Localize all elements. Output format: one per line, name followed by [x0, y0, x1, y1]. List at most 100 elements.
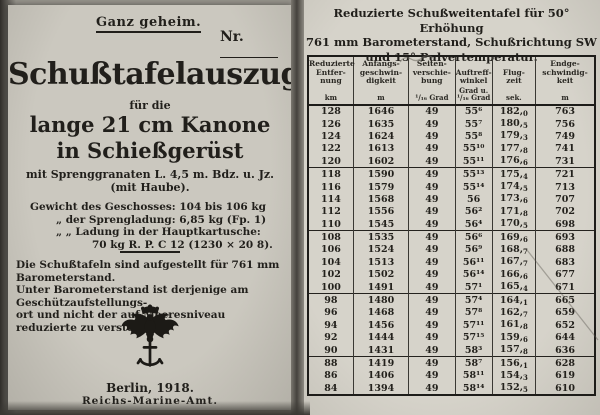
cell-endgeschwindigkeit: 671	[535, 280, 595, 294]
cell-reduzierte-entfernung: 126	[320, 118, 341, 130]
cell-auftreffwinkel: 56¹¹	[454, 256, 493, 269]
table-row: 86 1406 49 58¹¹ 154,3 619	[308, 369, 595, 383]
cell-anfangsgeschwindigkeit: 1419	[352, 356, 409, 370]
classification-stamp: Ganz geheim.	[96, 15, 202, 33]
range-table-wrap: Reduzierte Entfer-nung Anfangs-geschwin-di…	[307, 55, 596, 397]
nr-blank-line	[220, 45, 278, 58]
cell-endgeschwindigkeit: 677	[535, 268, 595, 281]
cell-flugzeit: 180,5	[491, 117, 536, 131]
table-row: 108 1535 49 56⁶ 169,6 693	[308, 230, 595, 244]
cell-reduzierte-entfernung: 110	[320, 218, 341, 230]
cell-endgeschwindigkeit: 652	[535, 319, 595, 332]
cell-endgeschwindigkeit: 756	[535, 117, 595, 131]
nr-label: Nr.	[220, 29, 244, 45]
table-row: 104 1513 49 56¹¹ 167,7 683	[308, 256, 595, 269]
subtitle-kanone: lange 21 cm Kanone	[29, 112, 271, 137]
subtitle-fuer-die: für die	[129, 99, 171, 112]
table-row: 84 1394 49 58¹⁴ 152,5 610	[308, 382, 595, 396]
cell-anfangsgeschwindigkeit: 1556	[352, 205, 409, 219]
cell-flugzeit: 159,6	[491, 331, 536, 344]
table-row: 94 1456 49 57¹¹ 161,8 652	[308, 319, 595, 332]
col-unit-seitenverschiebung: ¹/₁₆ Grad	[408, 85, 455, 106]
cell-flugzeit: 164,1	[491, 293, 536, 307]
cell-auftreffwinkel: 56⁶	[454, 230, 493, 244]
cell-reduzierte-entfernung: 88	[324, 358, 338, 369]
cell-auftreffwinkel: 55⁸	[454, 130, 493, 143]
cell-anfangsgeschwindigkeit: 1480	[352, 293, 409, 307]
table-row: 88 1419 49 58⁷ 156,1 628	[308, 356, 595, 370]
col-header-anfangsgeschwindigkeit: Anfangs-geschwin-digkeit	[352, 56, 409, 86]
cell-auftreffwinkel: 57¹⁵	[454, 331, 493, 344]
table-row: 118 1590 49 55¹³ 175,4 721	[308, 167, 595, 181]
cell-endgeschwindigkeit: 693	[535, 230, 595, 244]
table-row: 106 1524 49 56⁹ 168,7 688	[308, 243, 595, 257]
weight-line: „ der Sprengladung: 6,85 kg (Fp. 1)	[56, 213, 267, 226]
cell-flugzeit: 182,0	[491, 104, 536, 118]
col-header-flugzeit: Flug-zeit	[491, 56, 536, 86]
cell-seitenverschiebung: 49	[408, 293, 455, 307]
cell-seitenverschiebung: 49	[408, 155, 455, 168]
cell-seitenverschiebung: 49	[408, 193, 455, 206]
cell-endgeschwindigkeit: 707	[535, 193, 595, 206]
cell-flugzeit: 176,6	[491, 155, 536, 168]
cell-reduzierte-entfernung: 116	[320, 181, 341, 193]
cell-auftreffwinkel: 57¹	[454, 280, 493, 294]
imperial-eagle-anchor-emblem	[121, 304, 179, 367]
cell-endgeschwindigkeit: 619	[535, 369, 595, 383]
cell-endgeschwindigkeit: 698	[535, 218, 595, 231]
cell-endgeschwindigkeit: 763	[535, 104, 595, 118]
cell-anfangsgeschwindigkeit: 1602	[352, 155, 409, 168]
cell-flugzeit: 154,3	[491, 369, 536, 383]
cover-page: Ganz geheim. Nr. Schußtafelauszug für di…	[8, 5, 302, 410]
cell-auftreffwinkel: 56⁴	[454, 218, 493, 231]
col-unit-anfangsgeschwindigkeit: m	[352, 85, 409, 106]
nr-field: Nr.	[220, 29, 292, 62]
cell-seitenverschiebung: 49	[408, 205, 455, 219]
cell-endgeschwindigkeit: 688	[535, 243, 595, 257]
cell-auftreffwinkel: 58³	[454, 343, 493, 357]
cell-flugzeit: 170,5	[491, 218, 536, 231]
range-table: Reduzierte Entfer-nung Anfangs-geschwin-di…	[307, 55, 596, 397]
cell-reduzierte-entfernung: 86	[324, 370, 338, 382]
row-group: 118 1590 49 55¹³ 175,4 721 116 1579 49 55¹⁴ 174,5 7…	[308, 167, 595, 231]
table-row: 112 1556 49 56² 171,8 702	[308, 205, 595, 219]
cell-reduzierte-entfernung: 98	[324, 295, 338, 307]
cell-anfangsgeschwindigkeit: 1579	[352, 180, 409, 194]
place-date: Berlin, 1918.	[106, 381, 194, 395]
cell-endgeschwindigkeit: 636	[535, 343, 595, 357]
cell-reduzierte-entfernung: 92	[324, 332, 338, 344]
col-unit-reduzierte-entfernung: km	[308, 85, 354, 106]
cell-flugzeit: 157,8	[491, 343, 536, 357]
cell-auftreffwinkel: 56	[454, 193, 493, 206]
col-header-reduzierte-entfernung: Reduzierte Entfer-nung	[309, 59, 355, 85]
cell-endgeschwindigkeit: 713	[535, 180, 595, 194]
cell-anfangsgeschwindigkeit: 1635	[352, 117, 409, 131]
ammo-line-1: mit Sprenggranaten L. 4,5 m. Bdz. u. Jz.	[26, 168, 274, 181]
table-title-line: Reduzierte Schußweitentafel für 50° Erhö…	[333, 6, 570, 35]
cell-seitenverschiebung: 49	[408, 243, 455, 257]
table-row: 110 1545 49 56⁴ 170,5 698	[308, 218, 595, 231]
cell-seitenverschiebung: 49	[408, 117, 455, 131]
table-row: 102 1502 49 56¹⁴ 166,6 677	[308, 268, 595, 281]
cell-flugzeit: 174,5	[491, 180, 536, 194]
cell-auftreffwinkel: 55¹³	[454, 167, 493, 181]
cell-endgeschwindigkeit: 610	[535, 382, 595, 396]
cell-seitenverschiebung: 49	[408, 319, 455, 332]
table-row: 120 1602 49 55¹¹ 176,6 731	[308, 155, 595, 168]
cell-reduzierte-entfernung: 108	[320, 232, 341, 244]
cell-reduzierte-entfernung: 104	[320, 256, 341, 268]
cell-flugzeit: 179,3	[491, 130, 536, 143]
cell-anfangsgeschwindigkeit: 1444	[352, 331, 409, 344]
cell-reduzierte-entfernung: 100	[320, 281, 341, 293]
cell-anfangsgeschwindigkeit: 1524	[352, 243, 409, 257]
cell-reduzierte-entfernung: 102	[320, 269, 341, 281]
col-header-auftreffwinkel: Auftreff-winkel	[454, 56, 493, 86]
cell-seitenverschiebung: 49	[408, 343, 455, 357]
cell-reduzierte-entfernung: 118	[320, 169, 341, 181]
weight-line: Gewicht des Geschosses: 104 bis 106 kg	[30, 201, 266, 213]
weight-line: 70 kg R. P. C 12 (1230 × 20 8).	[92, 238, 273, 251]
cell-flugzeit: 175,4	[491, 167, 536, 181]
cell-endgeschwindigkeit: 683	[535, 256, 595, 269]
cell-reduzierte-entfernung: 96	[324, 307, 338, 319]
cell-flugzeit: 167,7	[491, 256, 536, 269]
